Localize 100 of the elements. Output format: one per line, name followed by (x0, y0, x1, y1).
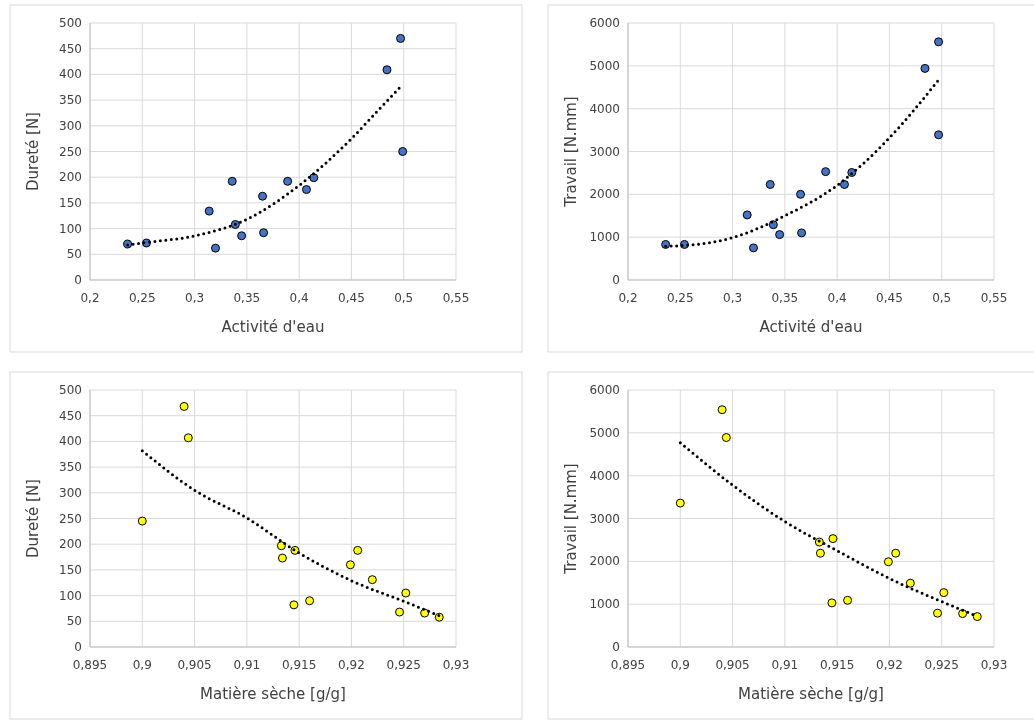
x-tick-label: 0,4 (289, 291, 309, 305)
y-tick-label: 300 (59, 118, 82, 133)
point (289, 600, 299, 610)
point (237, 231, 247, 241)
x-tick-label: 0,3 (185, 291, 205, 305)
point (958, 609, 968, 619)
point (843, 595, 853, 605)
y-tick-label: 5000 (589, 58, 620, 73)
point (797, 228, 807, 238)
y-tick-label: 250 (59, 511, 82, 526)
point (259, 228, 269, 238)
y-axis-title: Dureté [N] (24, 112, 42, 191)
point (401, 588, 411, 598)
point (367, 575, 377, 585)
y-tick-label: 3000 (589, 511, 620, 526)
y-tick-label: 350 (59, 93, 82, 108)
x-tick-label: 0,25 (666, 291, 694, 305)
point (828, 534, 838, 544)
x-tick-label: 0,3 (723, 291, 743, 305)
point (827, 598, 837, 608)
x-tick-label: 0,9 (132, 658, 152, 672)
x-axis-title: Activité d'eau (759, 318, 863, 336)
point (815, 548, 825, 558)
x-tick-label: 0,45 (876, 291, 903, 305)
x-tick-label: 0,91 (233, 658, 261, 672)
y-axis-title: Travail [N.mm] (562, 96, 580, 208)
x-tick-label: 0,2 (618, 291, 638, 305)
x-tick-label: 0,905 (715, 658, 750, 672)
y-tick-label: 500 (59, 383, 82, 397)
point (396, 33, 406, 43)
y-tick-label: 400 (59, 434, 82, 449)
y-tick-label: 5000 (589, 425, 620, 440)
point (775, 230, 785, 240)
y-tick-label: 0 (612, 273, 620, 287)
point (305, 596, 315, 606)
point (183, 433, 193, 443)
y-tick-label: 1000 (589, 597, 620, 612)
x-tick-label: 0,35 (771, 291, 799, 305)
y-tick-label: 100 (59, 221, 82, 236)
point (277, 553, 287, 563)
x-tick-label: 0,91 (771, 658, 799, 672)
x-tick-label: 0,25 (128, 291, 156, 305)
point (796, 189, 806, 199)
y-tick-label: 200 (59, 170, 82, 185)
y-tick-label: 3000 (589, 144, 620, 159)
y-tick-label: 300 (59, 485, 82, 500)
x-tick-label: 0,915 (819, 658, 855, 672)
x-tick-label: 0,2 (80, 291, 100, 305)
x-tick-label: 0,4 (827, 291, 847, 305)
point (905, 578, 915, 588)
x-tick-label: 0,55 (980, 291, 1008, 305)
point (814, 537, 824, 547)
x-tick-label: 0,93 (442, 658, 470, 672)
point (227, 176, 237, 186)
x-tick-label: 0,5 (932, 291, 952, 305)
point (765, 179, 775, 189)
y-tick-label: 6000 (589, 383, 620, 397)
y-tick-label: 2000 (589, 187, 620, 202)
point (933, 608, 943, 618)
x-tick-label: 0,55 (442, 291, 470, 305)
point (939, 588, 949, 598)
point (353, 545, 363, 555)
y-tick-label: 450 (59, 408, 82, 423)
x-axis-title: Matière sèche [g/g] (200, 685, 346, 703)
x-tick-label: 0,9 (670, 658, 690, 672)
point (821, 167, 831, 177)
y-tick-label: 100 (59, 588, 82, 603)
point (345, 560, 355, 570)
point (276, 541, 286, 551)
point (675, 498, 685, 508)
point (210, 243, 220, 253)
point (920, 63, 930, 73)
y-tick-label: 150 (59, 195, 82, 210)
point (137, 516, 147, 526)
y-tick-label: 250 (59, 144, 82, 159)
point (748, 243, 758, 253)
x-tick-label: 0,5 (394, 291, 414, 305)
point (934, 37, 944, 47)
x-tick-label: 0,92 (876, 658, 903, 672)
y-axis-title: Dureté [N] (24, 479, 42, 558)
x-axis-title: Activité d'eau (221, 318, 325, 336)
point (883, 557, 893, 567)
y-tick-label: 6000 (589, 16, 620, 30)
y-tick-label: 200 (59, 537, 82, 552)
point (839, 179, 849, 189)
y-tick-label: 0 (74, 640, 82, 654)
y-tick-label: 2000 (589, 554, 620, 569)
x-axis-title: Matière sèche [g/g] (738, 685, 884, 703)
point (717, 405, 727, 415)
point (301, 185, 311, 195)
point (382, 65, 392, 75)
point (742, 210, 752, 220)
point (395, 607, 405, 617)
x-tick-label: 0,905 (177, 658, 212, 672)
point (934, 130, 944, 140)
y-tick-label: 400 (59, 67, 82, 82)
x-tick-label: 0,35 (233, 291, 261, 305)
y-tick-label: 50 (66, 614, 82, 629)
y-tick-label: 0 (74, 273, 82, 287)
x-tick-label: 0,895 (72, 658, 108, 672)
